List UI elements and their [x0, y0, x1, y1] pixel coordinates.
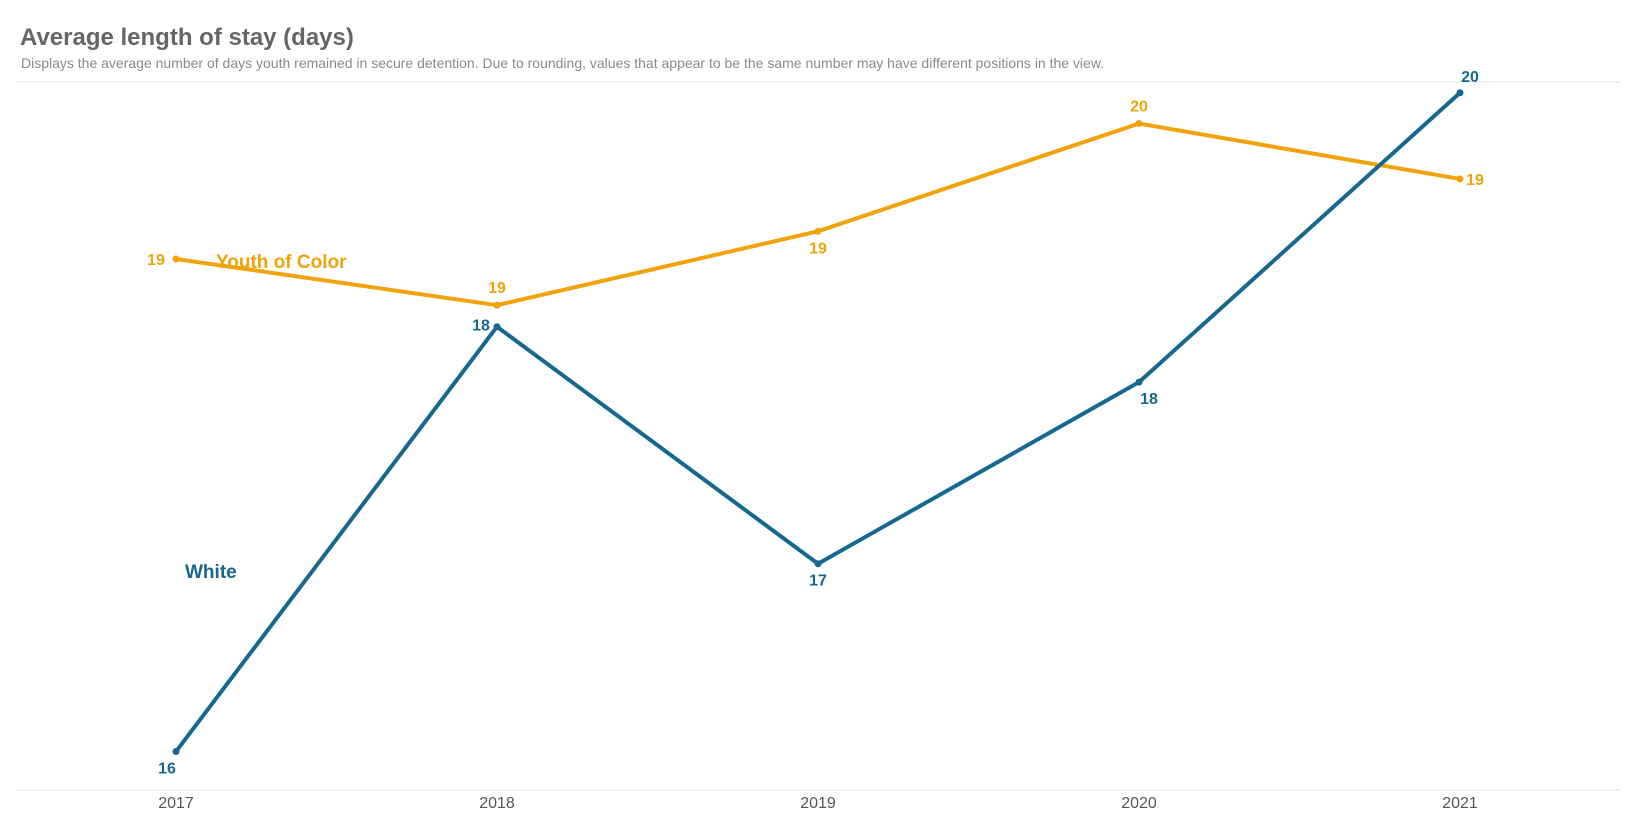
data-label-white-2020: 18 — [1140, 391, 1158, 408]
data-point-youth-of-color-2018 — [493, 301, 501, 309]
series-line-youth-of-color — [175, 121, 1461, 308]
data-label-white-2018: 18 — [472, 318, 490, 335]
data-point-white-2019 — [814, 560, 822, 568]
x-tick-label-2020: 2020 — [1121, 795, 1157, 812]
data-label-youth-of-color-2019: 19 — [809, 240, 827, 257]
series-label-white: White — [185, 562, 237, 583]
chart-subtitle: Displays the average number of days yout… — [21, 55, 1105, 71]
data-point-white-2021 — [1456, 89, 1464, 97]
series-label-youth-of-color: Youth of Color — [216, 252, 347, 273]
data-point-youth-of-color-2019 — [814, 227, 822, 235]
data-label-white-2019: 17 — [809, 573, 827, 590]
series-line-white — [174, 91, 1462, 753]
data-label-white-2017: 16 — [158, 761, 176, 778]
data-point-youth-of-color-2020 — [1135, 120, 1143, 128]
data-point-youth-of-color-2017 — [172, 255, 180, 263]
data-point-youth-of-color-2021 — [1456, 175, 1464, 183]
x-tick-label-2019: 2019 — [800, 795, 836, 812]
chart-title: Average length of stay (days) — [20, 24, 354, 51]
x-tick-label-2018: 2018 — [479, 795, 515, 812]
data-label-white-2021: 20 — [1461, 69, 1479, 86]
data-label-youth-of-color-2018: 19 — [488, 280, 506, 297]
data-label-youth-of-color-2017: 19 — [147, 252, 165, 269]
data-label-youth-of-color-2020: 20 — [1130, 99, 1148, 116]
data-point-white-2020 — [1135, 378, 1143, 386]
data-label-youth-of-color-2021: 19 — [1466, 172, 1484, 189]
x-tick-label-2021: 2021 — [1442, 795, 1478, 812]
data-point-white-2018 — [493, 323, 501, 331]
x-tick-label-2017: 2017 — [158, 795, 194, 812]
data-point-white-2017 — [172, 748, 180, 756]
